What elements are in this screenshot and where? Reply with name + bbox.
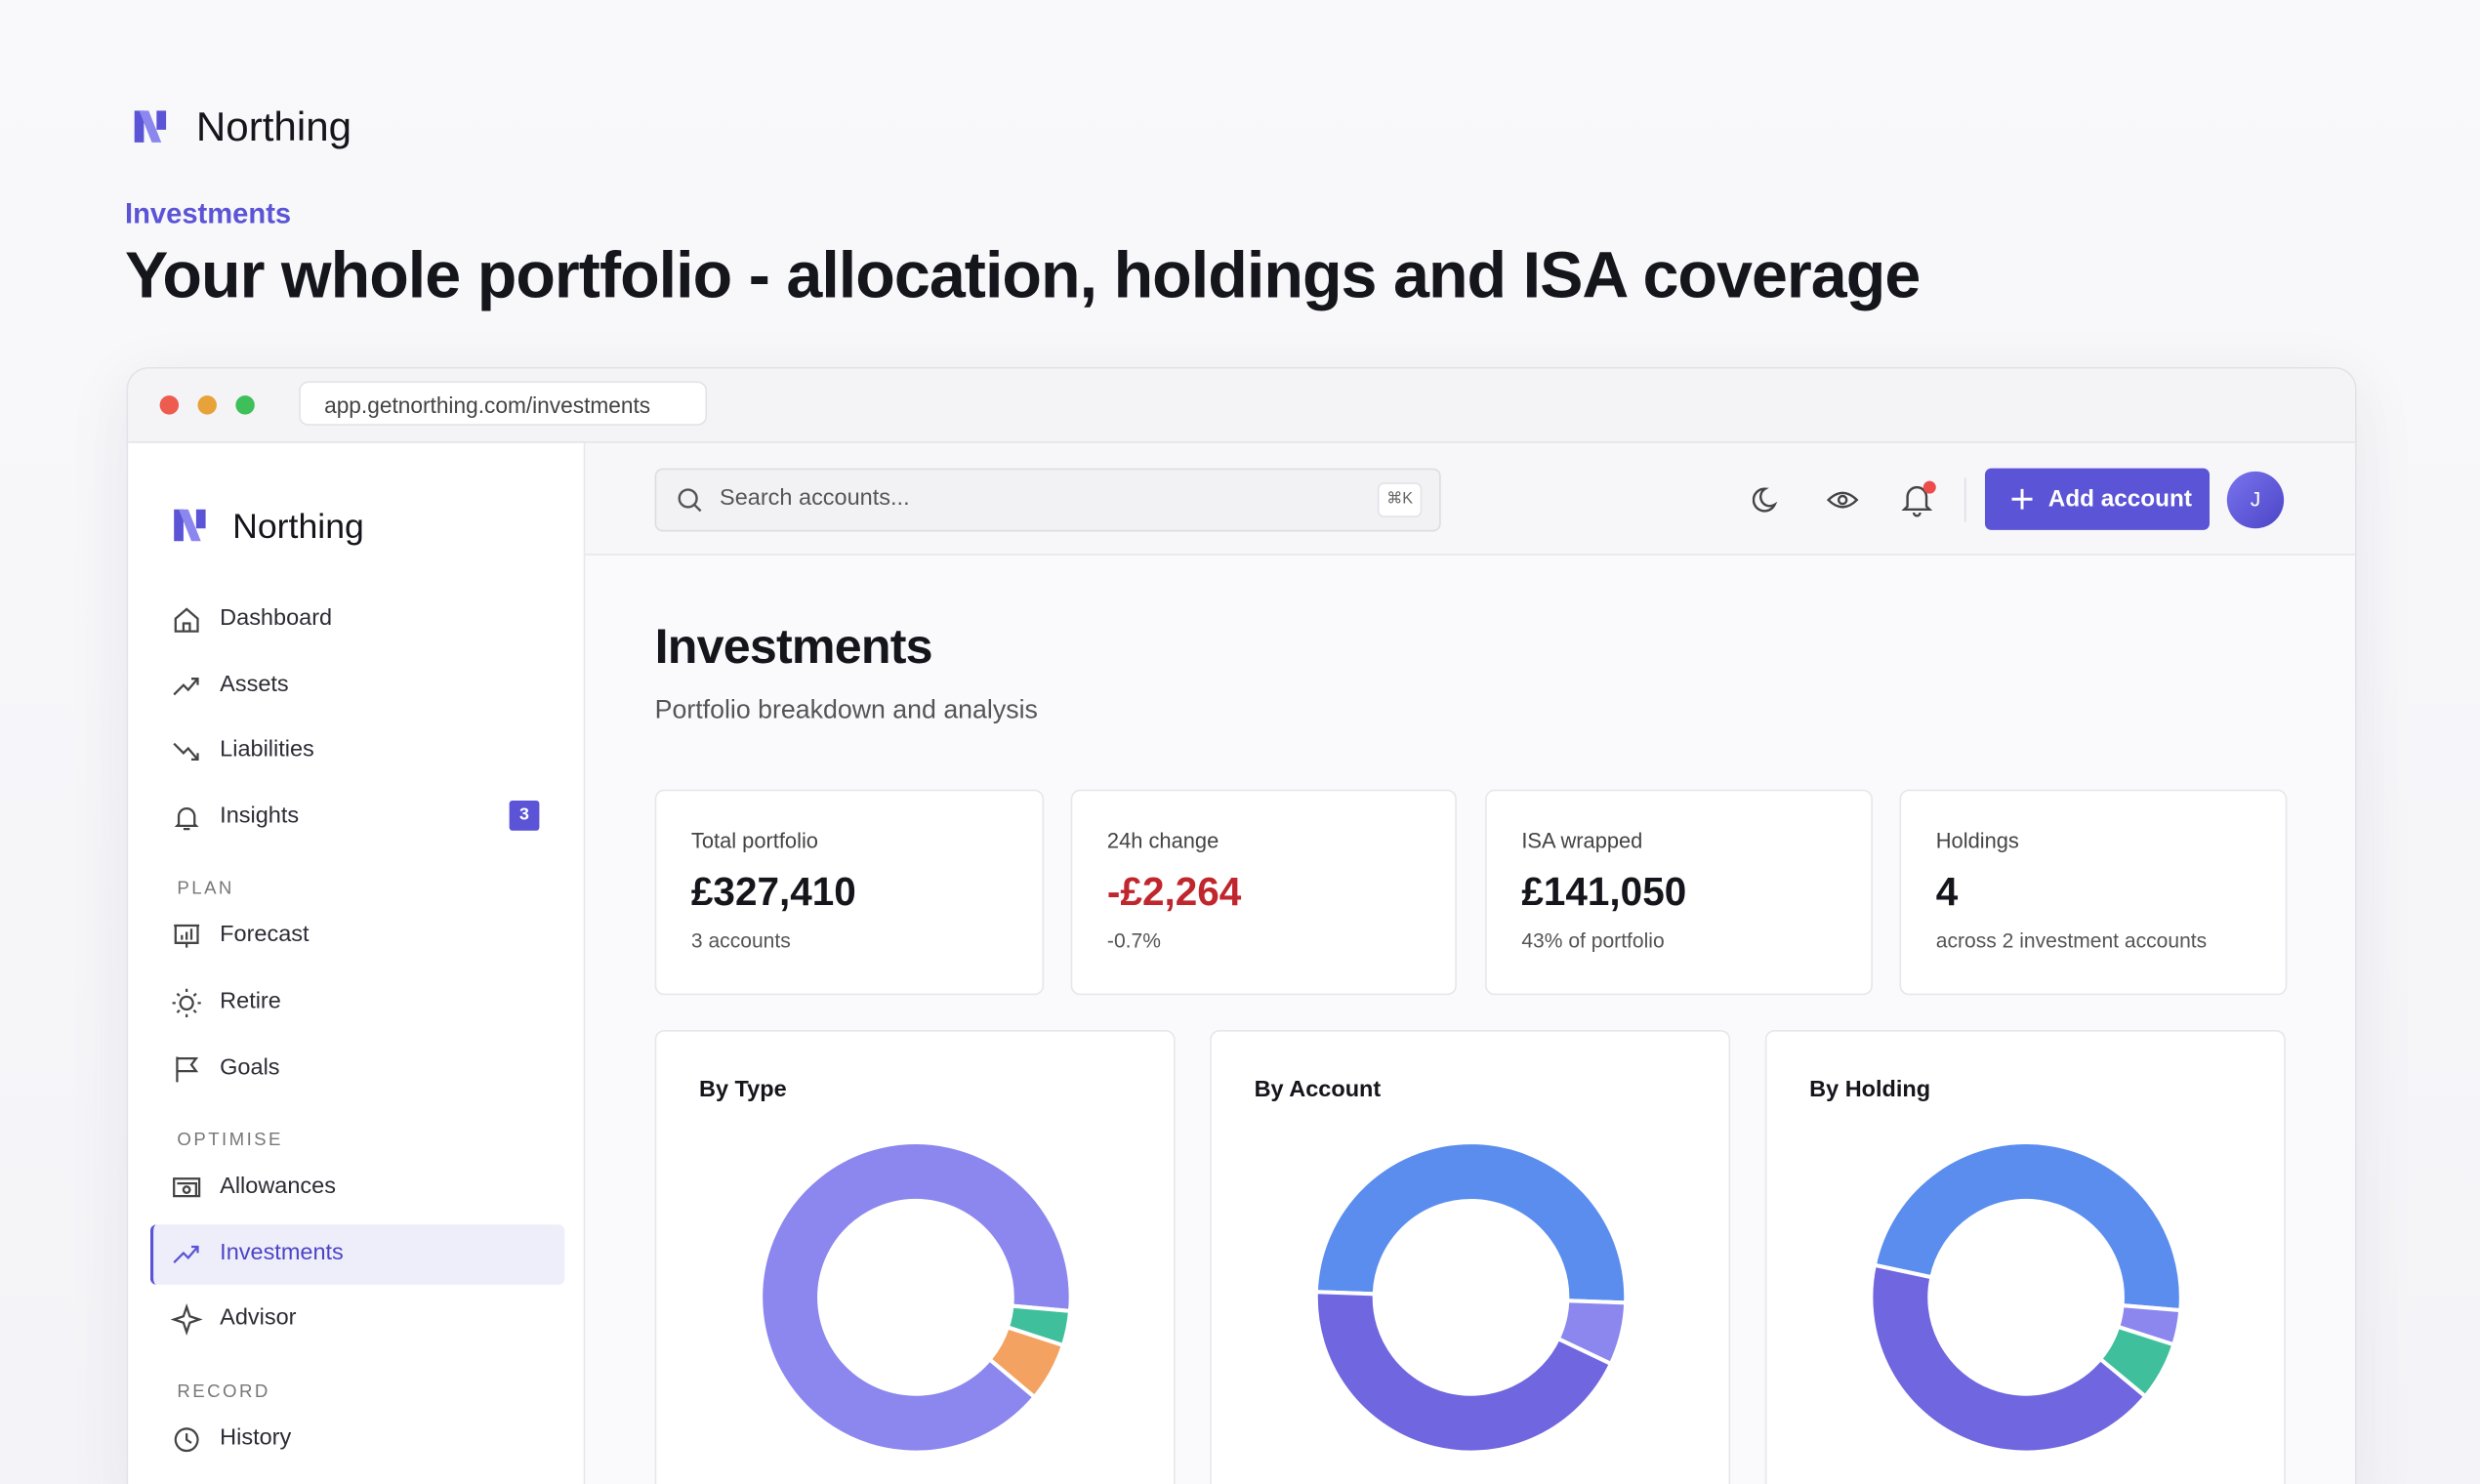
nav-icon (174, 607, 199, 633)
icon-path (176, 1055, 199, 1082)
notifications[interactable] (1899, 479, 1937, 517)
donut-chart (1869, 1139, 2183, 1455)
add-account-button[interactable]: Add account (1984, 468, 2211, 530)
icon-path (172, 988, 201, 1017)
donut-segment (1313, 1290, 1614, 1455)
dot (197, 395, 217, 415)
nav-icon (170, 1303, 203, 1337)
nav-active (149, 1223, 565, 1285)
stat-card: Holdings 4 across 2 investment accounts (1899, 789, 2288, 996)
chart-card: By Type (654, 1029, 1176, 1484)
icon-path (173, 1177, 201, 1198)
nav-icon (173, 1177, 201, 1198)
browser-window: app.getnorthing.com/investments Northing… (126, 366, 2357, 1484)
url-bar[interactable]: app.getnorthing.com/investments (299, 381, 708, 426)
badge: 3 (509, 800, 540, 831)
nav-item[interactable]: Dashboard (220, 605, 333, 632)
nav-item[interactable]: Insights (220, 803, 300, 829)
icon-path (174, 607, 199, 633)
dot (159, 395, 180, 415)
stat-note: 43% of portfolio (1521, 928, 1665, 953)
search-icon (678, 488, 702, 513)
nav-item[interactable]: History (220, 1425, 292, 1451)
stat-value: 4 (1935, 870, 1959, 915)
stat-label: Total portfolio (690, 829, 818, 853)
stat-value: £141,050 (1521, 870, 1687, 915)
section-heading: RECORD (177, 1382, 270, 1402)
page-title: Investments (654, 618, 933, 675)
stat-card: 24h change -£2,264 -0.7% (1070, 789, 1457, 996)
nav-item[interactable]: Investments (220, 1240, 344, 1266)
logo (174, 509, 206, 542)
icon-path (173, 743, 199, 762)
logo (134, 110, 167, 143)
icon-path (174, 806, 199, 830)
icon-path (173, 677, 199, 695)
nav-icon (174, 925, 200, 949)
nav-icon (173, 743, 199, 762)
shortcut: ⌘K (1377, 482, 1423, 517)
icon-path (170, 1303, 203, 1337)
donut-segment (1313, 1140, 1629, 1305)
stat-card: Total portfolio £327,410 3 accounts (654, 789, 1045, 996)
search-placeholder: Search accounts... (720, 485, 910, 512)
chart-title: By Holding (1809, 1077, 1931, 1103)
nav-icon (174, 1427, 199, 1453)
chart-title: By Type (698, 1077, 787, 1103)
stat-label: ISA wrapped (1521, 829, 1643, 853)
nav-item[interactable]: Advisor (220, 1305, 297, 1332)
donut-segment (986, 1324, 1066, 1400)
nav-icon (173, 677, 199, 695)
icon-path (174, 925, 200, 949)
stat-label: Holdings (1935, 829, 2019, 853)
chart-card: By Account (1210, 1029, 1731, 1484)
avatar[interactable]: J (2226, 471, 2285, 529)
stat-note: 3 accounts (690, 928, 791, 953)
dot (235, 395, 255, 415)
button-label: Add account (2047, 485, 2192, 514)
eyebrow: Investments (124, 197, 292, 229)
donut-segment (1869, 1262, 2149, 1455)
theme-toggle[interactable] (1752, 484, 1784, 515)
search[interactable]: Search accounts... ⌘K (654, 468, 1441, 532)
nav-item[interactable]: Forecast (220, 923, 310, 949)
stat-card: ISA wrapped £141,050 43% of portfolio (1485, 789, 1873, 996)
chart-card: By Holding (1764, 1029, 2286, 1484)
section-heading: PLAN (177, 880, 234, 900)
nav-icon (176, 1055, 199, 1082)
brand: Northing (195, 103, 352, 150)
nav-icon (174, 806, 199, 830)
icon-path (173, 1245, 199, 1263)
section-heading: OPTIMISE (177, 1131, 283, 1151)
nav-item[interactable]: Allowances (220, 1174, 336, 1200)
nav-item[interactable]: Liabilities (220, 737, 314, 763)
headline: Your whole portfolio - allocation, holdi… (124, 238, 1921, 312)
divider (1963, 477, 1966, 522)
sidebar: Northing Dashboard Assets Liabilities Insig… (128, 442, 586, 1484)
nav-icon (173, 1245, 199, 1263)
donut-segment (1872, 1139, 2183, 1313)
donut-chart (759, 1139, 1073, 1455)
plus-icon (2011, 488, 2033, 510)
nav-item[interactable]: Assets (220, 672, 289, 697)
brand: Northing (232, 506, 364, 547)
chart-title: By Account (1254, 1077, 1382, 1103)
page-subtitle: Portfolio breakdown and analysis (654, 696, 1038, 725)
stat-label: 24h change (1106, 829, 1219, 853)
icon-path (174, 1427, 199, 1453)
nav-icon (172, 988, 201, 1017)
stat-value: £327,410 (690, 870, 856, 915)
privacy-toggle[interactable] (1825, 484, 1860, 515)
stat-note: -0.7% (1106, 928, 1161, 953)
donut-segment (759, 1139, 1073, 1455)
stat-note: across 2 investment accounts (1935, 928, 2208, 953)
stat-value: -£2,264 (1106, 870, 1242, 915)
donut-chart (1313, 1140, 1629, 1455)
nav-item[interactable]: Retire (220, 988, 281, 1014)
nav-item[interactable]: Goals (220, 1054, 280, 1081)
